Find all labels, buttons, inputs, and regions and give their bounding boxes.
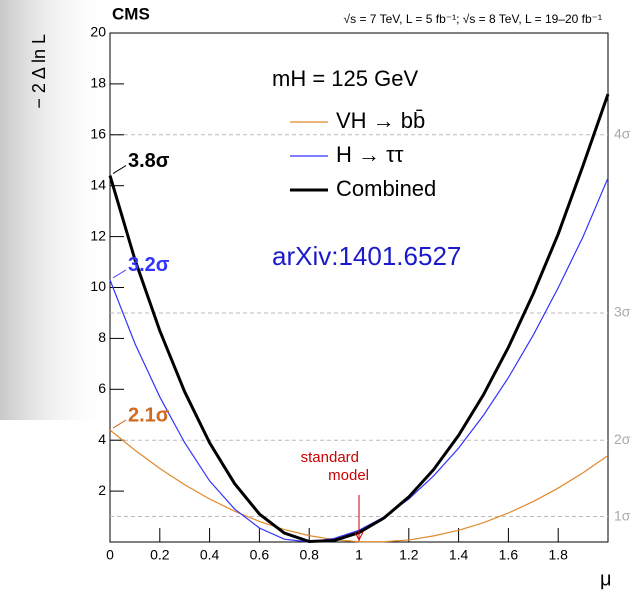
x-tick-label: 0.6: [250, 547, 270, 563]
significance-label: 3.2σ: [128, 254, 170, 276]
y-tick-label: 8: [98, 329, 106, 345]
y-tick-label: 4: [98, 431, 106, 447]
x-tick-label: 1.6: [499, 547, 519, 563]
significance-label: 3.8σ: [128, 150, 170, 172]
series-line: [109, 429, 609, 543]
standard-model-label: standard model: [301, 449, 369, 484]
legend-label: VH → bb̄: [336, 108, 425, 133]
x-tick-label: 0.2: [150, 547, 170, 563]
significance-label: 2.1σ: [128, 404, 170, 426]
standard-model-arrowhead: [354, 531, 364, 542]
y-tick-label: 14: [90, 176, 106, 192]
significance-arrow: [112, 165, 127, 174]
x-tick-label: 1.8: [548, 547, 568, 563]
legend-label: Combined: [336, 176, 436, 201]
sigma-label: 4σ: [614, 126, 631, 142]
x-tick-label: 0: [106, 547, 114, 563]
plot-frame: [109, 32, 609, 543]
x-tick-label: 0.8: [299, 547, 319, 563]
arxiv-note: arXiv:1401.6527: [272, 241, 461, 271]
y-tick-label: 2: [98, 482, 106, 498]
y-tick-label: 20: [90, 24, 106, 40]
y-axis-label: − 2 Δ ln L: [29, 34, 49, 109]
x-tick-label: 1.2: [399, 547, 419, 563]
legend-title: mH = 125 GeV: [272, 66, 418, 91]
y-tick-label: 10: [90, 278, 106, 294]
chart-title: CMS: [112, 4, 150, 23]
y-tick-label: 18: [90, 75, 106, 91]
significance-arrow: [112, 419, 127, 429]
significance-arrow: [112, 269, 127, 279]
sigma-label: 1σ: [614, 507, 631, 523]
y-tick-label: 6: [98, 380, 106, 396]
x-tick-label: 0.4: [200, 547, 220, 563]
x-tick-label: 1: [355, 547, 363, 563]
x-tick-label: 1.4: [449, 547, 469, 563]
chart-subtitle: √s = 7 TeV, L = 5 fb⁻¹; √s = 8 TeV, L = …: [344, 12, 602, 26]
legend-label: H → ττ: [336, 142, 404, 167]
y-tick-label: 16: [90, 126, 106, 142]
sigma-label: 2σ: [614, 431, 631, 447]
y-tick-label: 12: [90, 227, 106, 243]
x-axis-label: μ: [600, 568, 612, 590]
sigma-label: 3σ: [614, 304, 631, 320]
background-photo: [0, 0, 110, 420]
